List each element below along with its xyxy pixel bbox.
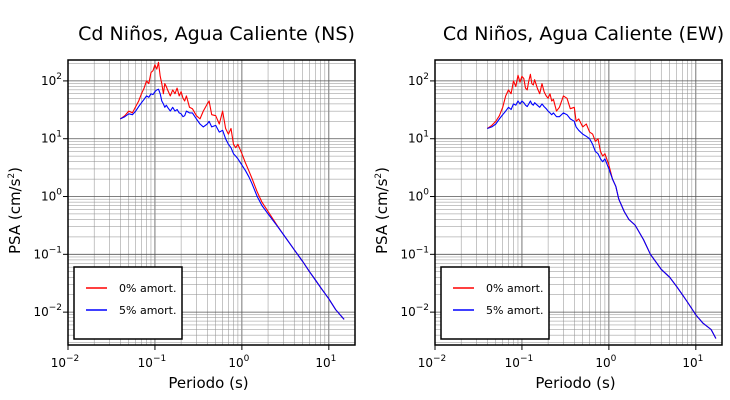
y-tick-label: 100 xyxy=(408,188,429,204)
x-tick-label: 10−2 xyxy=(51,354,80,370)
plot-frame xyxy=(67,59,356,346)
legend-label: 0% amort. xyxy=(486,282,543,295)
legend-label: 5% amort. xyxy=(486,304,543,317)
y-tick-label: 101 xyxy=(408,130,429,146)
y-axis-label: PSA (cm/s2) xyxy=(6,167,24,254)
y-tick-label: 10−1 xyxy=(33,245,62,261)
y-tick-label: 101 xyxy=(41,130,62,146)
y-tick-label: 10−1 xyxy=(400,245,429,261)
y-tick-label: 102 xyxy=(408,72,429,88)
series-line-amort-5 xyxy=(487,100,717,339)
legend-label: 0% amort. xyxy=(119,282,176,295)
x-tick-label: 100 xyxy=(595,354,616,370)
x-tick-label: 10−1 xyxy=(505,354,534,370)
chart-title: Cd Niños, Agua Caliente (EW) xyxy=(443,23,724,45)
x-tick-label: 101 xyxy=(315,354,336,370)
series-line-amort-0 xyxy=(119,61,345,320)
x-tick-label: 10−2 xyxy=(418,354,447,370)
legend-box xyxy=(73,266,183,340)
legend: 0% amort. 5% amort. xyxy=(440,266,550,340)
y-tick-label: 10−2 xyxy=(33,303,62,319)
legend-box xyxy=(440,266,550,340)
y-tick-label: 10−2 xyxy=(400,303,429,319)
x-tick-label: 10−1 xyxy=(138,354,167,370)
y-tick-label: 100 xyxy=(41,188,62,204)
x-axis-label: Periodo (s) xyxy=(168,374,248,392)
y-axis-label: PSA (cm/s2) xyxy=(373,167,391,254)
legend-label: 5% amort. xyxy=(119,304,176,317)
y-tick-label: 102 xyxy=(41,72,62,88)
chart-ns: 10−2 10−1 100 101 10−2 10−1 100 101 102 Cd Niños,… xyxy=(6,23,356,392)
x-tick-label: 101 xyxy=(682,354,703,370)
x-axis-label: Periodo (s) xyxy=(535,374,615,392)
series-line-amort-5 xyxy=(120,88,345,320)
plot-frame xyxy=(434,59,723,346)
chart-title: Cd Niños, Agua Caliente (NS) xyxy=(78,23,355,45)
legend: 0% amort. 5% amort. xyxy=(73,266,183,340)
x-tick-label: 100 xyxy=(228,354,249,370)
chart-ew: 10−2 10−1 100 101 10−2 10−1 100 101 102 Cd Niños,… xyxy=(373,23,724,392)
